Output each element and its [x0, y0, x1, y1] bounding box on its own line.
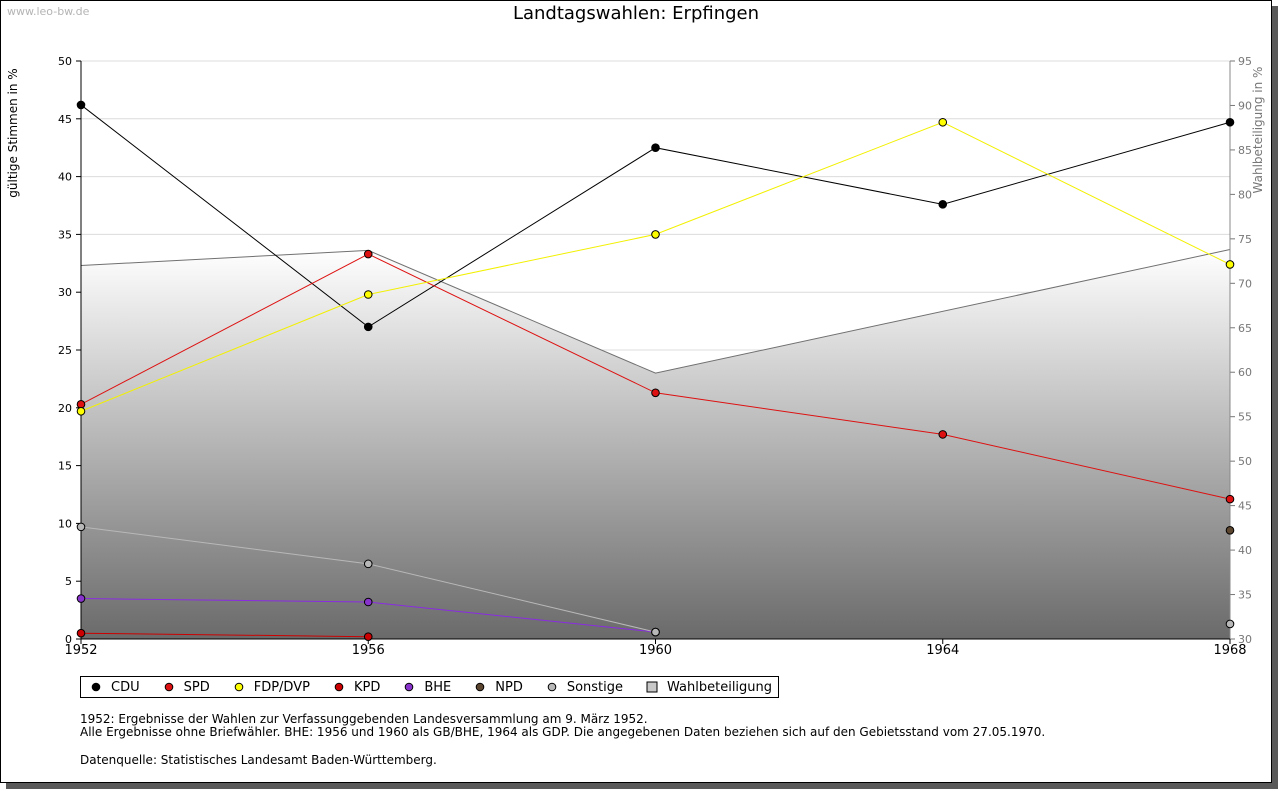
y-tick-label: 20: [58, 402, 72, 415]
point-spd: [364, 250, 372, 258]
legend-label: KPD: [354, 680, 380, 695]
y2-tick-label: 45: [1238, 500, 1252, 513]
point-cdu: [939, 201, 947, 209]
square-icon: [645, 680, 659, 694]
legend-item-wahlbeteiligung: Wahlbeteiligung: [645, 680, 772, 695]
circle-icon: [332, 680, 346, 694]
y2-tick-label: 85: [1238, 144, 1252, 157]
y-tick-label: 50: [58, 55, 72, 68]
point-npd: [1226, 527, 1234, 535]
y2-tick-label: 35: [1238, 589, 1252, 602]
footnote-2: Alle Ergebnisse ohne Briefwähler. BHE: 1…: [80, 726, 1045, 739]
y2-axis-label: Wahlbeteiligung in %: [1251, 67, 1265, 194]
x-tick-label: 1968: [1213, 643, 1246, 658]
legend-item-cdu: CDU: [89, 680, 140, 695]
point-fdp-dvp: [652, 231, 660, 239]
point-spd: [652, 389, 660, 397]
y2-tick-label: 90: [1238, 99, 1252, 112]
legend-label: BHE: [424, 680, 451, 695]
x-tick-label: 1956: [352, 643, 385, 658]
footnotes: 1952: Ergebnisse der Wahlen zur Verfassu…: [80, 713, 1045, 739]
y2-tick-label: 60: [1238, 366, 1252, 379]
x-tick-label: 1960: [639, 643, 672, 658]
y-tick-label: 10: [58, 517, 72, 530]
legend: CDU SPD FDP/DVP KPD BHE NPD Sonstige Wahlbeteil…: [80, 676, 779, 698]
legend-item-fdp-dvp: FDP/DVP: [232, 680, 310, 695]
legend-item-kpd: KPD: [332, 680, 380, 695]
point-cdu: [77, 101, 85, 109]
y2-tick-label: 65: [1238, 322, 1252, 335]
legend-label: Wahlbeteiligung: [667, 680, 772, 695]
point-fdp-dvp: [1226, 261, 1234, 269]
point-spd: [1226, 495, 1234, 503]
point-fdp-dvp: [364, 291, 372, 299]
circle-icon: [232, 680, 246, 694]
legend-item-bhe: BHE: [402, 680, 451, 695]
point-sonstige: [652, 628, 660, 636]
y-tick-label: 35: [58, 228, 72, 241]
y2-tick-label: 50: [1238, 455, 1252, 468]
legend-label: Sonstige: [567, 680, 623, 695]
point-bhe: [364, 598, 372, 606]
point-sonstige: [364, 560, 372, 568]
y-tick-label: 15: [58, 460, 72, 473]
circle-icon: [162, 680, 176, 694]
x-tick-label: 1964: [926, 643, 959, 658]
legend-item-npd: NPD: [473, 680, 523, 695]
legend-label: CDU: [111, 680, 140, 695]
y-axis-label: gültige Stimmen in %: [6, 68, 20, 197]
data-source: Datenquelle: Statistisches Landesamt Bad…: [80, 753, 437, 767]
y2-tick-label: 55: [1238, 411, 1252, 424]
y2-tick-label: 40: [1238, 544, 1252, 557]
legend-label: FDP/DVP: [254, 680, 310, 695]
circle-icon: [473, 680, 487, 694]
y2-tick-label: 75: [1238, 233, 1252, 246]
turnout-area-fill: [81, 250, 1230, 639]
point-sonstige: [77, 523, 85, 531]
circle-icon: [545, 680, 559, 694]
point-fdp-dvp: [939, 118, 947, 126]
circle-icon: [89, 680, 103, 694]
y-tick-label: 40: [58, 171, 72, 184]
y2-tick-label: 70: [1238, 277, 1252, 290]
legend-item-sonstige: Sonstige: [545, 680, 623, 695]
point-kpd: [364, 633, 372, 641]
y-tick-label: 45: [58, 113, 72, 126]
y-tick-label: 30: [58, 286, 72, 299]
turnout-area: [81, 250, 1230, 639]
point-kpd: [77, 629, 85, 637]
point-bhe: [77, 595, 85, 603]
y2-tick-label: 80: [1238, 188, 1252, 201]
point-fdp-dvp: [77, 407, 85, 415]
point-spd: [939, 431, 947, 439]
y-tick-label: 5: [65, 575, 72, 588]
y2-tick-label: 95: [1238, 55, 1252, 68]
circle-icon: [402, 680, 416, 694]
point-sonstige: [1226, 620, 1234, 628]
legend-item-spd: SPD: [162, 680, 210, 695]
point-cdu: [1226, 118, 1234, 126]
x-tick-label: 1952: [64, 643, 97, 658]
point-cdu: [364, 323, 372, 331]
legend-label: NPD: [495, 680, 523, 695]
y-tick-label: 25: [58, 344, 72, 357]
legend-label: SPD: [184, 680, 210, 695]
point-cdu: [652, 144, 660, 152]
